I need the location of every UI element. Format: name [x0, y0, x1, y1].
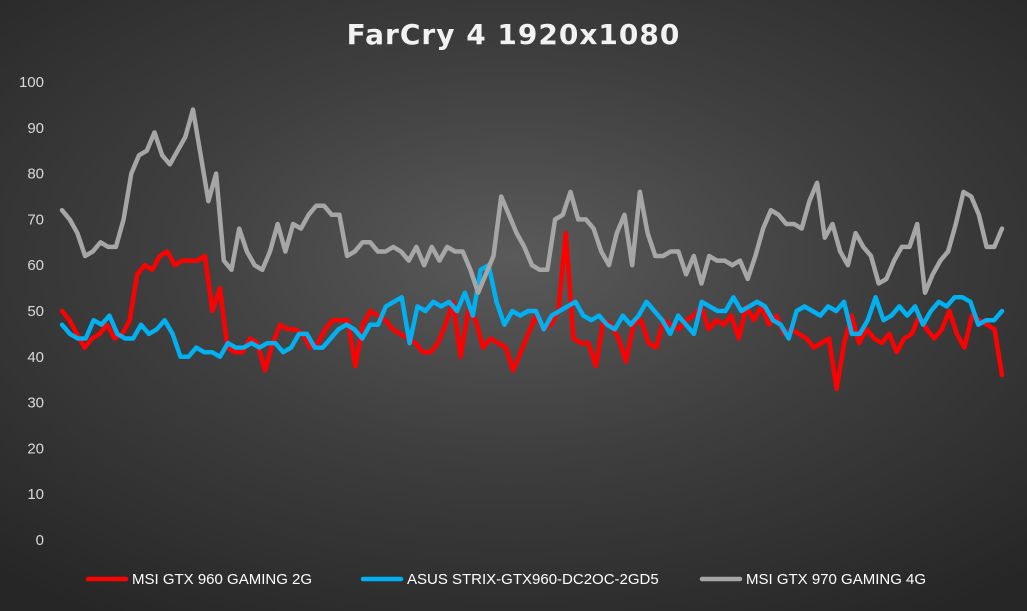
y-tick-label: 30 [27, 395, 44, 412]
legend-label: MSI GTX 960 GAMING 2G [132, 571, 312, 588]
y-tick-label: 80 [27, 166, 44, 183]
y-tick-label: 40 [27, 349, 44, 366]
y-tick-label: 0 [36, 532, 44, 549]
chart-title: FarCry 4 1920x1080 [346, 18, 681, 51]
y-tick-label: 10 [27, 486, 44, 503]
y-tick-label: 100 [19, 74, 44, 91]
series-line-3 [59, 107, 1005, 295]
legend-label: ASUS STRIX-GTX960-DC2OC-2GD5 [407, 571, 659, 588]
y-tick-label: 60 [27, 257, 44, 274]
y-tick-label: 50 [27, 303, 44, 320]
series-line-2 [59, 262, 1005, 360]
y-tick-label: 90 [27, 120, 44, 137]
series-line-1 [59, 230, 1005, 392]
legend-label: MSI GTX 970 GAMING 4G [746, 571, 926, 588]
y-tick-label: 70 [27, 211, 44, 228]
y-tick-label: 20 [27, 440, 44, 457]
